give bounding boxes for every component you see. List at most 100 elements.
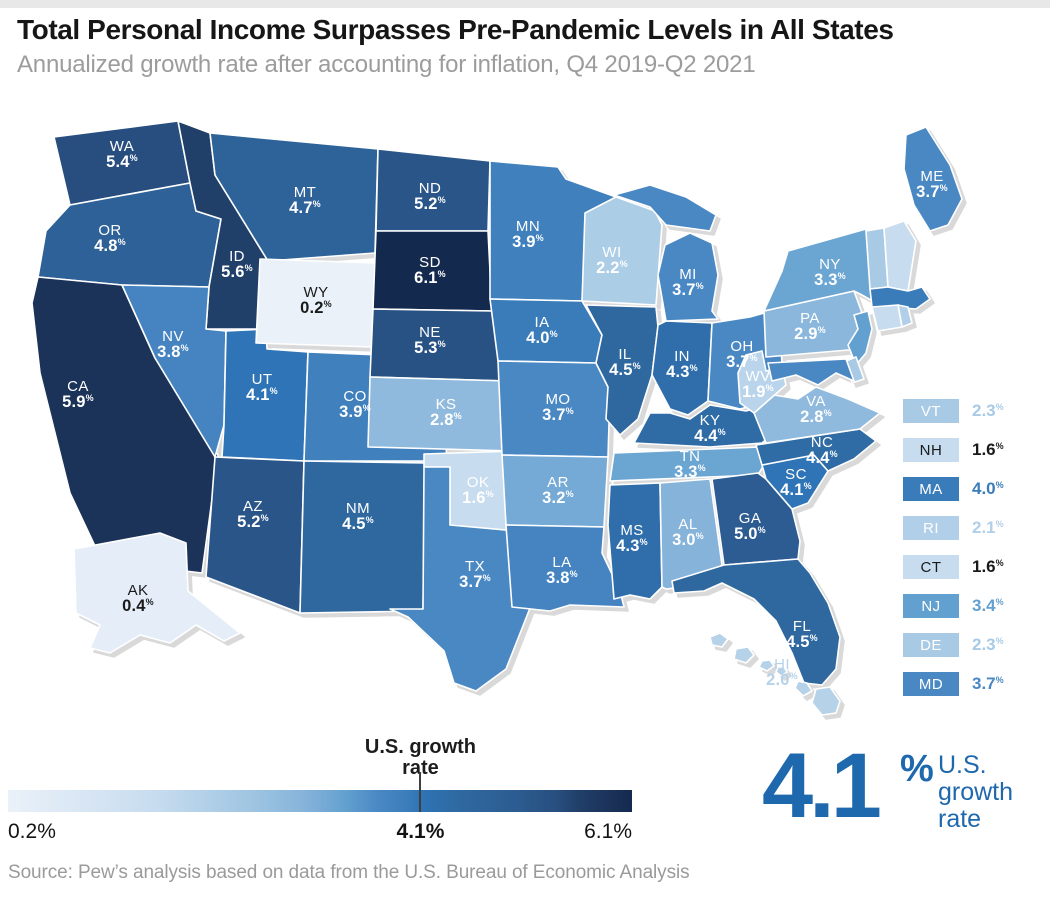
state-code: AL: [678, 515, 698, 533]
state-label-fl: FL 4.5%: [786, 619, 818, 651]
state-code: WI: [602, 243, 622, 261]
state-shape-nc: [755, 428, 877, 472]
source-note: Source: Pew’s analysis based on data fro…: [8, 862, 690, 883]
colorbar-marker-title: U.S. growth rate: [364, 736, 477, 780]
colorbar-min-label: 0.2%: [8, 820, 56, 843]
state-value: 3.3%: [674, 463, 706, 482]
state-value: 2.9%: [794, 325, 826, 344]
legend-value-ri: 2.1%: [972, 518, 1004, 537]
callout-value: 4.1: [762, 735, 882, 837]
state-value: 5.0%: [734, 525, 766, 544]
legend-row-ct: CT 1.6%: [903, 555, 1043, 579]
state-code: NV: [162, 327, 184, 345]
state-label-wa: WA 5.4%: [106, 139, 138, 171]
legend-box-ri: RI: [903, 516, 959, 540]
colorbar-gradient: [8, 790, 632, 812]
state-code: SD: [419, 253, 441, 271]
state-value: 4.5%: [786, 633, 818, 652]
state-label-ia: IA 4.0%: [526, 315, 558, 347]
state-value: 5.2%: [414, 195, 446, 214]
state-label-ne: NE 5.3%: [414, 325, 446, 357]
state-shape-hi: [709, 632, 841, 716]
state-label-ak: AK 0.4%: [122, 583, 154, 615]
state-code: CA: [67, 377, 89, 395]
legend-row-vt: VT 2.3%: [903, 399, 1043, 423]
state-code: MN: [515, 217, 541, 235]
state-label-pa: PA 2.9%: [794, 311, 826, 343]
state-label-ok: OK 1.6%: [462, 475, 494, 507]
state-label-tn: TN 3.3%: [674, 449, 706, 481]
state-value: 0.2%: [300, 299, 332, 318]
state-code: NY: [819, 255, 841, 273]
state-code: ID: [229, 247, 245, 265]
legend-row-ri: RI 2.1%: [903, 516, 1043, 540]
state-value: 2.8%: [430, 411, 462, 430]
state-label-nm: NM 4.5%: [342, 501, 374, 533]
state-label-mi: MI 3.7%: [672, 267, 704, 299]
state-label-wi: WI 2.2%: [596, 245, 628, 277]
state-shape-wv: [737, 350, 787, 414]
state-value: 3.7%: [459, 573, 491, 592]
state-value: 3.7%: [916, 183, 948, 202]
state-code: VA: [806, 392, 826, 410]
state-code: TX: [465, 557, 485, 575]
state-shape-me: [903, 126, 963, 232]
state-code: AR: [547, 473, 569, 491]
state-code: MS: [620, 521, 644, 539]
state-label-nv: NV 3.8%: [157, 329, 189, 361]
state-label-az: AZ 5.2%: [237, 499, 269, 531]
state-code: NC: [810, 433, 834, 451]
state-label-il: IL 4.5%: [609, 347, 641, 379]
state-label-nd: ND 5.2%: [414, 181, 446, 213]
legend-row-ma: MA 4.0%: [903, 477, 1043, 501]
state-label-al: AL 3.0%: [672, 517, 704, 549]
state-shape-nj: [847, 310, 873, 366]
legend-box-de: DE: [903, 633, 959, 657]
legend-value-vt: 2.3%: [972, 401, 1004, 420]
state-code: KS: [435, 395, 457, 413]
state-code: IN: [674, 347, 690, 365]
state-label-id: ID 5.6%: [221, 249, 253, 281]
state-code: IL: [618, 345, 632, 363]
state-code: MT: [293, 183, 317, 201]
state-value: 1.9%: [742, 383, 774, 402]
state-label-ms: MS 4.3%: [616, 523, 648, 555]
state-value: 4.1%: [780, 481, 812, 500]
state-code: WV: [745, 367, 771, 385]
state-value: 3.8%: [157, 343, 189, 362]
state-shape-mo: [497, 360, 611, 458]
state-value: 5.3%: [414, 339, 446, 358]
state-label-ca: CA 5.9%: [62, 379, 94, 411]
state-code: AK: [127, 581, 149, 599]
state-shape-nh: [883, 220, 917, 292]
state-code: OR: [98, 221, 122, 239]
state-value: 4.1%: [246, 386, 278, 405]
state-code: IA: [534, 313, 550, 331]
state-shape-nm: [299, 460, 426, 614]
state-code: PA: [800, 309, 820, 327]
state-shape-va: [753, 386, 881, 444]
state-code: AZ: [243, 497, 263, 515]
state-label-tx: TX 3.7%: [459, 559, 491, 591]
small-states-legend: VT 2.3% NH 1.6% MA 4.0% RI 2.1% CT 1.6% NJ 3.4% DE 2.…: [903, 399, 1043, 696]
state-code: MI: [679, 265, 697, 283]
legend-box-vt: VT: [903, 399, 959, 423]
page-title: Total Personal Income Surpasses Pre-Pand…: [17, 14, 894, 45]
state-shape-mt: [209, 132, 379, 262]
callout-caption: U.S. growth rate: [938, 751, 1014, 833]
state-label-co: CO 3.9%: [339, 389, 371, 421]
state-code: ND: [418, 179, 442, 197]
state-value: 5.4%: [106, 153, 138, 172]
state-value: 0.4%: [122, 597, 154, 616]
state-code: UT: [251, 370, 273, 388]
legend-value-md: 3.7%: [972, 674, 1004, 693]
state-code: NM: [345, 499, 371, 517]
colorbar-mid-label: 4.1%: [396, 820, 445, 843]
state-code: OK: [466, 473, 490, 491]
state-value: 3.3%: [814, 271, 846, 290]
state-value: 4.5%: [609, 361, 641, 380]
state-value: 4.7%: [289, 199, 321, 218]
legend-value-ma: 4.0%: [972, 479, 1004, 498]
state-value: 6.1%: [414, 269, 446, 288]
state-value: 3.7%: [672, 281, 704, 300]
